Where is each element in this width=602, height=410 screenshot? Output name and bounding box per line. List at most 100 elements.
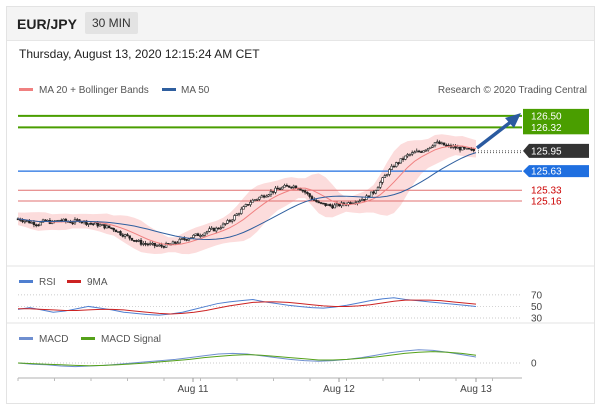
level-label-126.50: 126.50 — [531, 111, 562, 122]
candle-body — [440, 142, 444, 145]
candle-body — [194, 233, 197, 236]
candle-body — [158, 244, 161, 247]
candle-body — [413, 151, 416, 154]
rsi-level-label-70: 70 — [531, 290, 543, 301]
price-levels — [18, 114, 522, 202]
candle-body — [406, 154, 409, 157]
candle-body — [294, 185, 298, 189]
candle-body — [472, 148, 475, 152]
candle-body — [331, 205, 334, 209]
candle-body — [278, 188, 282, 190]
candle-body — [395, 162, 398, 167]
candle-body — [71, 222, 74, 225]
candle-body — [137, 240, 140, 242]
macd-panel: 0 — [17, 349, 537, 370]
candle-body — [356, 201, 359, 204]
candle-body — [463, 146, 466, 149]
candle-body — [162, 246, 166, 248]
candle-body — [465, 147, 469, 150]
candle-body — [155, 245, 159, 247]
candle-body — [317, 201, 320, 204]
candle-body — [221, 223, 225, 229]
rsi-ma-legend-label: 9MA — [87, 277, 108, 288]
candle-body — [420, 151, 423, 153]
candle-body — [133, 239, 136, 242]
candle-body — [381, 177, 384, 183]
rsi-level-label-50: 50 — [531, 302, 543, 313]
candle-body — [203, 232, 207, 236]
candle-body — [461, 146, 464, 151]
candle-body — [25, 220, 29, 223]
candle-body — [101, 224, 104, 226]
candle-body — [360, 198, 364, 202]
candle-body — [144, 243, 147, 245]
candle-body — [205, 231, 209, 234]
candle-body — [98, 224, 102, 227]
candle-body — [39, 221, 42, 226]
candle-body — [180, 238, 184, 240]
candle-body — [199, 235, 202, 237]
timeframe-badge[interactable]: 30 MIN — [85, 12, 138, 34]
candle-body — [415, 150, 418, 153]
candle-body — [287, 185, 291, 188]
candle-body — [388, 169, 391, 175]
candle-body — [128, 235, 131, 239]
candle-body — [262, 195, 266, 198]
candle-body — [153, 242, 156, 247]
candle-body — [103, 224, 106, 229]
candle-body — [112, 228, 115, 231]
candle-body — [224, 223, 227, 225]
candle-body — [126, 234, 129, 237]
candle-body — [429, 146, 432, 149]
candle-body — [267, 194, 270, 197]
candle-body — [146, 243, 150, 246]
candle-body — [385, 174, 389, 176]
candle-body — [256, 198, 259, 201]
candle-body — [326, 204, 330, 206]
candle-body — [94, 222, 97, 225]
candle-body — [328, 204, 332, 206]
candle-body — [274, 187, 277, 193]
candle-body — [44, 219, 47, 222]
x-axis: Aug 11 Aug 12 Aug 13 — [17, 377, 522, 395]
rsi-level-label-30: 30 — [531, 314, 543, 325]
candle-body — [62, 218, 65, 222]
candle-body — [23, 220, 27, 223]
candle-body — [433, 142, 437, 147]
candle-body — [319, 202, 323, 204]
candle-body — [292, 185, 295, 188]
candle-body — [183, 238, 186, 240]
candle-body — [374, 190, 377, 194]
candle-body — [135, 240, 138, 242]
candle-body — [335, 203, 339, 206]
candle-body — [333, 204, 336, 209]
level-label-125.63: 125.63 — [531, 167, 562, 178]
candle-body — [219, 227, 222, 230]
candle-body — [87, 222, 90, 225]
candle-body — [242, 206, 245, 210]
candle-body — [249, 201, 252, 206]
candle-body — [310, 196, 314, 200]
x-tick-label: Aug 11 — [178, 384, 209, 395]
candle-body — [171, 241, 175, 245]
chart-frame: EUR/JPY 30 MIN Thursday, August 13, 2020… — [6, 6, 595, 404]
symbol-label: EUR/JPY — [17, 16, 77, 32]
candle-body — [285, 185, 289, 187]
candle-body — [196, 233, 200, 237]
forecast-arrow-shaft — [475, 119, 514, 150]
macd-legend-swatch — [19, 337, 33, 340]
candle-body — [438, 141, 441, 145]
candle-body — [454, 145, 457, 149]
candle-body — [32, 222, 36, 226]
candle-body — [276, 187, 279, 190]
candle-body — [212, 227, 216, 232]
candle-body — [210, 227, 213, 230]
candle-body — [178, 238, 181, 244]
candle-body — [123, 234, 127, 237]
candle-body — [217, 227, 220, 230]
x-tick-label: Aug 13 — [460, 384, 492, 395]
candle-body — [399, 158, 403, 164]
chart-header: EUR/JPY 30 MIN — [7, 7, 594, 41]
